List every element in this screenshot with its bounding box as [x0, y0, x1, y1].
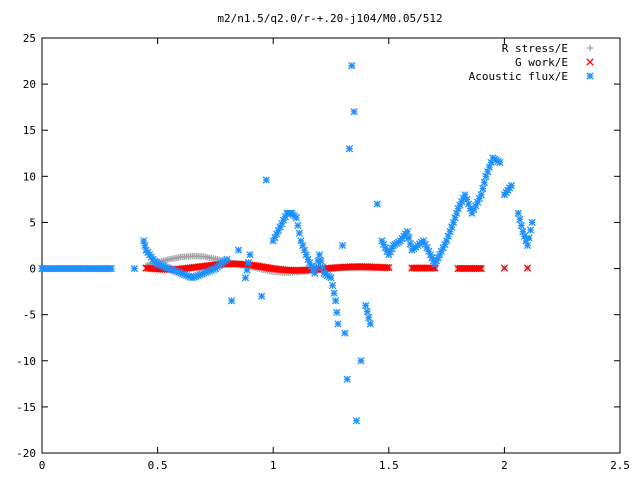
data-point: [479, 184, 487, 193]
data-point: [365, 314, 373, 322]
legend-marker: [586, 44, 594, 52]
data-point: [328, 281, 337, 290]
data-point: [357, 357, 365, 365]
data-point: [334, 320, 342, 328]
data-point: [311, 269, 319, 277]
data-point: [525, 234, 533, 242]
data-point: [243, 266, 251, 274]
y-tick-label: 20: [23, 78, 36, 91]
data-point: [331, 297, 340, 305]
data-point: [141, 241, 149, 250]
y-tick-label: -15: [16, 401, 36, 414]
x-tick-label: 1.5: [379, 459, 399, 472]
data-point: [341, 329, 349, 337]
series-layer: [38, 62, 536, 425]
data-point: [528, 218, 536, 227]
data-point: [315, 251, 324, 259]
data-point: [480, 178, 489, 187]
y-tick-label: 25: [23, 32, 36, 45]
legend-label: G work/E: [515, 56, 568, 69]
y-tick-label: 5: [29, 216, 36, 229]
y-tick-label: -20: [16, 447, 36, 460]
data-point: [257, 292, 266, 300]
data-point: [507, 181, 515, 190]
data-point: [362, 301, 370, 310]
data-point: [107, 264, 116, 273]
data-point: [496, 158, 504, 167]
data-point: [244, 258, 253, 267]
data-point: [523, 241, 532, 250]
data-point: [140, 237, 148, 245]
data-point: [295, 229, 304, 237]
data-point: [348, 62, 356, 70]
x-tick-label: 0: [39, 459, 46, 472]
data-point: [223, 255, 231, 263]
data-point: [294, 221, 302, 230]
data-point: [241, 274, 250, 282]
data-point: [405, 234, 413, 242]
data-point: [523, 264, 532, 272]
data-point: [475, 264, 484, 273]
data-point: [333, 308, 341, 317]
data-point: [234, 246, 243, 254]
data-point: [477, 191, 485, 199]
data-point: [317, 257, 325, 265]
data-point: [318, 263, 327, 271]
legend-marker: [586, 72, 594, 80]
data-point: [246, 251, 254, 259]
chart-title: m2/n1.5/q2.0/r-+.20-j104/M0.05/512: [217, 12, 442, 25]
data-point: [373, 200, 381, 208]
data-point: [526, 226, 535, 234]
legend-marker: [586, 58, 594, 66]
data-point: [312, 263, 321, 271]
data-point: [477, 264, 485, 273]
data-point: [350, 108, 358, 116]
data-point: [403, 228, 411, 236]
data-point: [292, 214, 300, 222]
data-point: [517, 221, 526, 230]
data-point: [345, 145, 354, 153]
legend-label: R stress/E: [502, 42, 568, 55]
data-point: [262, 176, 270, 184]
data-point: [385, 263, 393, 272]
legend-label: Acoustic flux/E: [469, 70, 568, 83]
data-point: [343, 375, 351, 383]
y-tick-label: 0: [29, 263, 36, 276]
data-point: [330, 289, 338, 297]
data-point: [227, 297, 236, 305]
data-point: [327, 274, 335, 282]
data-point: [363, 307, 371, 316]
y-tick-label: -10: [16, 355, 36, 368]
series-2: [38, 62, 536, 425]
x-tick-label: 2: [501, 459, 508, 472]
data-point: [500, 264, 509, 272]
data-point: [276, 223, 284, 231]
x-tick-label: 1: [270, 459, 277, 472]
data-point: [366, 320, 374, 328]
y-tick-label: 10: [23, 170, 36, 183]
data-point: [338, 241, 347, 250]
axes-layer: 0 0.5 1 1.5 2 2.5 -20 -15 -10 -5 0 5 10 15 20 25: [16, 32, 630, 472]
y-tick-label: 15: [23, 124, 36, 137]
x-tick-label: 2.5: [610, 459, 630, 472]
data-point: [383, 263, 391, 272]
plot-frame: [41, 37, 621, 454]
data-point: [130, 264, 139, 273]
y-tick-label: -5: [23, 309, 36, 322]
x-tick-label: 0.5: [148, 459, 168, 472]
data-point: [352, 417, 361, 425]
data-point: [516, 215, 524, 224]
data-point: [514, 209, 522, 217]
